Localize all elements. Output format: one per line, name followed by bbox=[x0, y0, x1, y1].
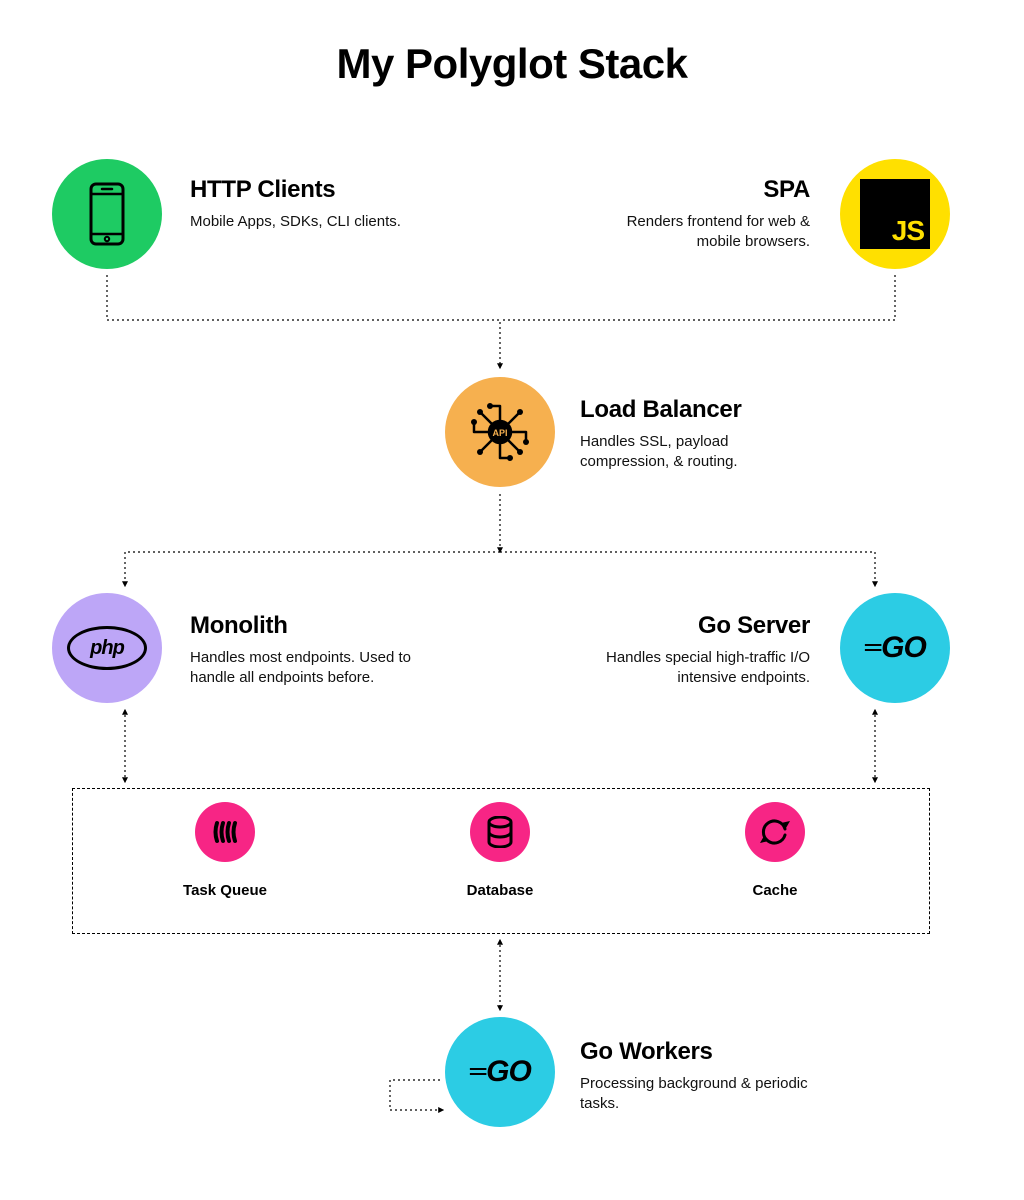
load-balancer-text: Load Balancer Handles SSL, payload compr… bbox=[580, 396, 820, 473]
database-icon bbox=[485, 816, 515, 848]
spa-desc: Renders frontend for web & mobile browse… bbox=[580, 212, 810, 253]
load-balancer-node: API bbox=[445, 377, 555, 487]
connector-lb-to-monolith bbox=[125, 552, 500, 586]
http-clients-node bbox=[52, 159, 162, 269]
database-label: Database bbox=[420, 882, 580, 899]
svg-text:API: API bbox=[492, 428, 507, 438]
go-server-desc: Handles special high-traffic I/O intensi… bbox=[550, 648, 810, 689]
task-queue-node bbox=[195, 802, 255, 862]
monolith-heading: Monolith bbox=[190, 612, 450, 640]
http-clients-text: HTTP Clients Mobile Apps, SDKs, CLI clie… bbox=[190, 176, 410, 232]
diagram-title: My Polyglot Stack bbox=[0, 40, 1024, 88]
load-balancer-heading: Load Balancer bbox=[580, 396, 820, 424]
api-icon: API bbox=[458, 390, 542, 474]
database-node bbox=[470, 802, 530, 862]
cache-icon bbox=[759, 816, 791, 848]
php-icon: php bbox=[67, 626, 147, 670]
connector-lb-to-goserver bbox=[500, 552, 875, 586]
phone-icon bbox=[87, 182, 127, 246]
go-workers-heading: Go Workers bbox=[580, 1038, 820, 1066]
queue-icon bbox=[210, 817, 240, 847]
go-server-node: ==GO bbox=[840, 593, 950, 703]
go-workers-node: ==GO bbox=[445, 1017, 555, 1127]
go-server-heading: Go Server bbox=[550, 612, 810, 640]
connector-workers-self bbox=[390, 1080, 443, 1110]
http-clients-heading: HTTP Clients bbox=[190, 176, 410, 204]
monolith-node: php bbox=[52, 593, 162, 703]
load-balancer-desc: Handles SSL, payload compression, & rout… bbox=[580, 432, 820, 473]
go-icon: ==GO bbox=[469, 1055, 531, 1089]
monolith-desc: Handles most endpoints. Used to handle a… bbox=[190, 648, 450, 689]
go-workers-desc: Processing background & periodic tasks. bbox=[580, 1074, 820, 1115]
task-queue-label: Task Queue bbox=[145, 882, 305, 899]
spa-text: SPA Renders frontend for web & mobile br… bbox=[580, 176, 810, 253]
spa-heading: SPA bbox=[580, 176, 810, 204]
connector-clients-to-lb bbox=[107, 275, 500, 368]
spa-node: JS bbox=[840, 159, 950, 269]
cache-label: Cache bbox=[695, 882, 855, 899]
js-icon: JS bbox=[860, 179, 930, 249]
go-server-text: Go Server Handles special high-traffic I… bbox=[550, 612, 810, 689]
monolith-text: Monolith Handles most endpoints. Used to… bbox=[190, 612, 450, 689]
http-clients-desc: Mobile Apps, SDKs, CLI clients. bbox=[190, 212, 410, 232]
cache-node bbox=[745, 802, 805, 862]
go-workers-text: Go Workers Processing background & perio… bbox=[580, 1038, 820, 1115]
go-icon: ==GO bbox=[864, 631, 926, 665]
connector-spa-to-lb bbox=[500, 275, 895, 320]
